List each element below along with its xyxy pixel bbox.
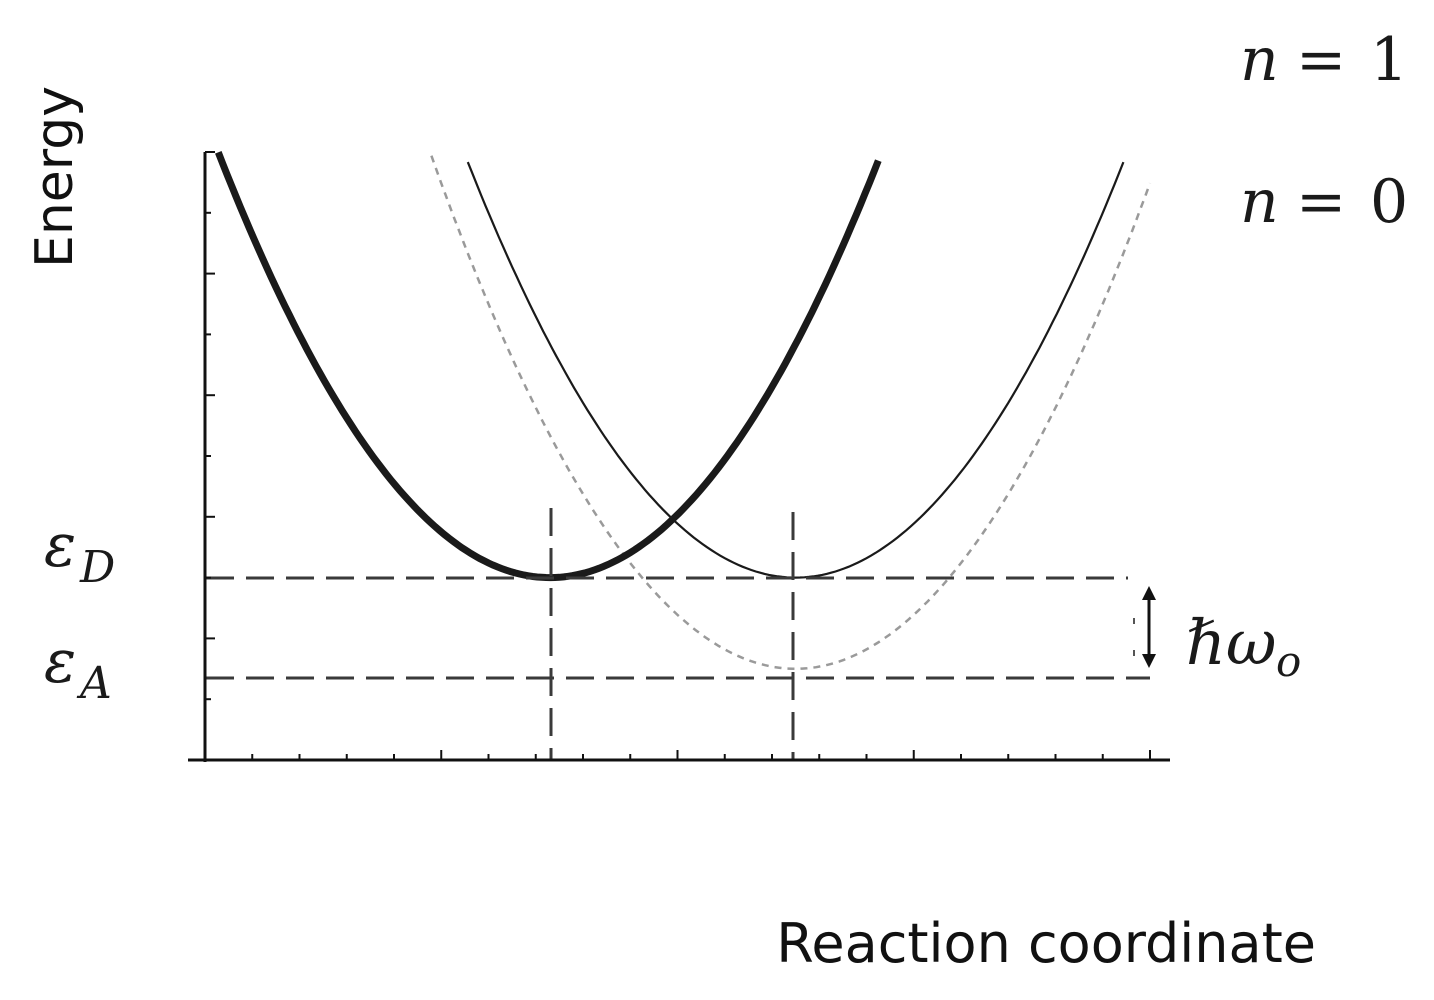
y-axis-title: Energy (25, 86, 85, 268)
svg-text:=: = (1296, 167, 1346, 237)
donor-level-label: ε D (44, 511, 115, 593)
gap-label: ℏω o (1186, 606, 1301, 686)
legend-n1: n = 1 (1240, 25, 1408, 95)
svg-text:1: 1 (1370, 25, 1408, 95)
svg-text:ℏω: ℏω (1186, 606, 1277, 679)
y-axis-ticks (205, 151, 215, 701)
svg-text:0: 0 (1370, 167, 1408, 237)
svg-text:A: A (76, 658, 112, 709)
svg-text:=: = (1296, 25, 1346, 95)
svg-text:ε: ε (44, 627, 76, 697)
x-axis-title: Reaction coordinate (776, 912, 1316, 975)
x-axis-ticks (251, 750, 1151, 760)
svg-text:ε: ε (44, 511, 76, 581)
svg-text:n: n (1240, 25, 1279, 95)
gap-arrow (1133, 586, 1156, 668)
svg-text:D: D (79, 542, 115, 593)
donor-curve (215, 151, 882, 582)
svg-text:n: n (1240, 167, 1279, 237)
legend-n0: n = 0 (1240, 167, 1408, 237)
acceptor-excited-curve (466, 161, 1125, 579)
acceptor-level-label: ε A (44, 627, 112, 709)
acceptor-ground-curve (430, 155, 1152, 671)
svg-text:o: o (1276, 637, 1301, 686)
